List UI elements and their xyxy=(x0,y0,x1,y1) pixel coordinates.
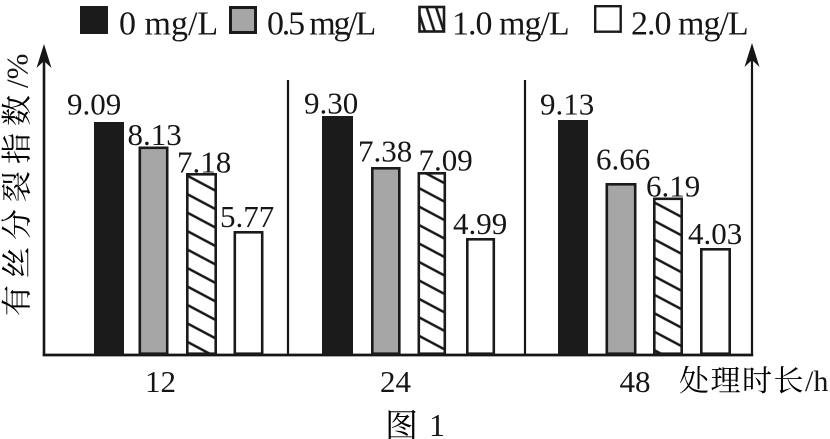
svg-text:/%: /% xyxy=(0,54,35,88)
svg-text:48: 48 xyxy=(620,364,651,399)
svg-text:4.03: 4.03 xyxy=(688,216,742,251)
svg-text:9.09: 9.09 xyxy=(67,87,121,122)
svg-text:9.13: 9.13 xyxy=(540,87,594,122)
svg-text:4.99: 4.99 xyxy=(453,206,507,241)
svg-text:6.19: 6.19 xyxy=(646,169,700,204)
svg-text:0 mg/L: 0 mg/L xyxy=(119,6,218,43)
svg-text:7.18: 7.18 xyxy=(177,145,231,180)
svg-text:7.38: 7.38 xyxy=(358,134,412,169)
svg-text:0.5 mg/L: 0.5 mg/L xyxy=(267,6,374,43)
svg-text:12: 12 xyxy=(145,364,176,399)
svg-text:5.77: 5.77 xyxy=(220,199,274,234)
svg-text:8.13: 8.13 xyxy=(128,117,182,152)
svg-text:1.0 mg/L: 1.0 mg/L xyxy=(452,6,569,43)
svg-text:/h: /h xyxy=(805,365,828,398)
svg-text:6.66: 6.66 xyxy=(596,142,650,177)
svg-text:7.09: 7.09 xyxy=(419,143,473,178)
svg-text:24: 24 xyxy=(380,364,412,399)
svg-text:2.0 mg/L: 2.0 mg/L xyxy=(631,6,748,43)
svg-text:9.30: 9.30 xyxy=(304,86,358,121)
svg-text:1: 1 xyxy=(429,407,445,439)
